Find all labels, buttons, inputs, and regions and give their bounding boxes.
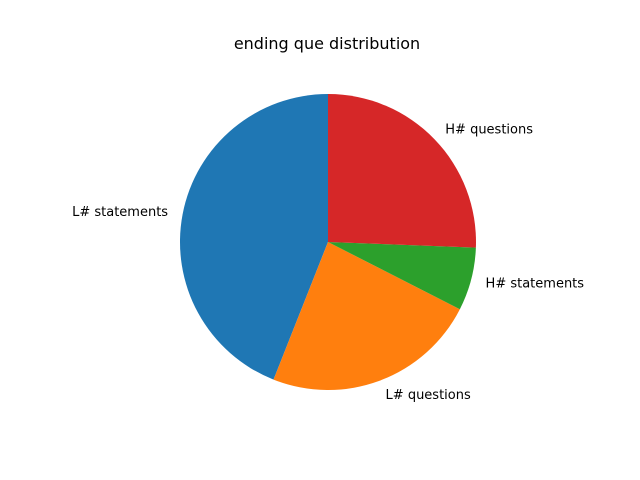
pie-slice-h-statements bbox=[328, 242, 476, 310]
slice-label-h-statements: H# statements bbox=[486, 276, 585, 291]
slice-label-h-questions: H# questions bbox=[445, 123, 533, 138]
slice-label-l-statements: L# statements bbox=[72, 205, 168, 220]
chart-title: ending que distribution bbox=[234, 34, 420, 53]
pie-labels: L# statements L# questions H# statements H#… bbox=[72, 123, 584, 403]
pie-slice-l-questions bbox=[273, 242, 460, 391]
pie-slice-h-questions bbox=[328, 94, 476, 248]
pie-slice-l-statements bbox=[179, 94, 328, 380]
pie-slices bbox=[179, 94, 476, 391]
slice-label-l-questions: L# questions bbox=[386, 388, 471, 403]
